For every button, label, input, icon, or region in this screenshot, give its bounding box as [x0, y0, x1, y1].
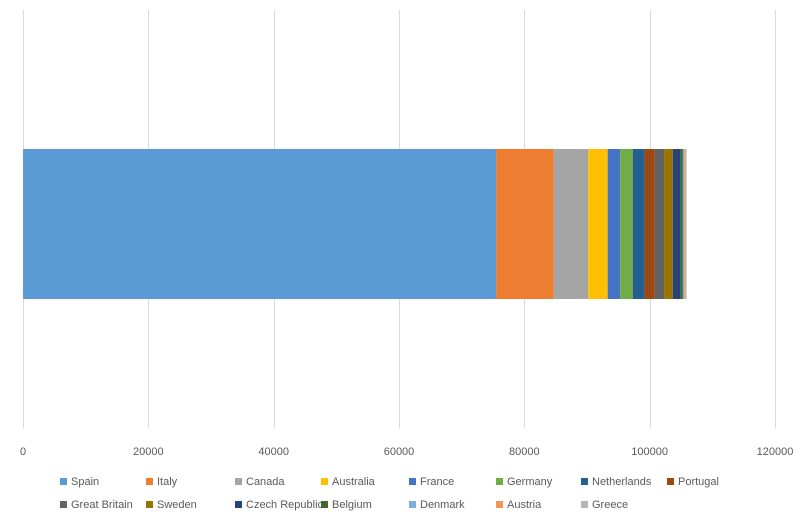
legend-item-czech-republic: Czech Republic — [235, 499, 323, 511]
legend-item-austria: Austria — [496, 499, 541, 511]
bar-segment-canada — [553, 149, 589, 299]
bar-segment-austria — [684, 149, 686, 299]
legend-swatch — [409, 501, 416, 508]
legend-swatch — [235, 501, 242, 508]
bar-segment-netherlands — [632, 149, 645, 299]
legend-label: Netherlands — [592, 475, 652, 488]
bar-segment-australia — [588, 149, 608, 299]
legend-label: Belgium — [332, 498, 372, 511]
legend-item-belgium: Belgium — [321, 499, 372, 511]
bar-segment-sweden — [664, 149, 673, 299]
bar-segment-spain — [23, 149, 497, 299]
x-tick-label: 40000 — [258, 446, 289, 458]
bar-segment-italy — [496, 149, 554, 299]
legend-item-australia: Australia — [321, 476, 375, 488]
legend-row: Great Britain Sweden Czech Republic Belgium… — [60, 493, 800, 516]
legend-swatch — [581, 478, 588, 485]
bar-segment-france — [607, 149, 621, 299]
legend-swatch — [60, 501, 67, 508]
legend-label: Portugal — [678, 475, 719, 488]
legend-item-netherlands: Netherlands — [581, 476, 651, 488]
legend: Spain Italy Canada Australia France Germany Ne… — [60, 470, 800, 516]
bar-segment-greece — [685, 149, 687, 299]
legend-item-greece: Greece — [581, 499, 628, 511]
x-tick-label: 0 — [20, 446, 26, 458]
legend-row: Spain Italy Canada Australia France Germany Ne… — [60, 470, 800, 493]
bar-segment-denmark — [682, 149, 685, 299]
bar-segment-belgium — [680, 149, 683, 299]
bar-segment-portugal — [644, 149, 655, 299]
legend-label: Denmark — [420, 498, 465, 511]
legend-label: Czech Republic — [246, 498, 324, 511]
legend-item-germany: Germany — [496, 476, 552, 488]
x-tick-label: 120000 — [757, 446, 794, 458]
legend-item-spain: Spain — [60, 476, 99, 488]
legend-label: Australia — [332, 475, 375, 488]
legend-label: Spain — [71, 475, 100, 488]
legend-label: Great Britain — [71, 498, 133, 511]
legend-label: Italy — [157, 475, 178, 488]
legend-label: France — [420, 475, 455, 488]
legend-swatch — [667, 478, 674, 485]
x-tick-label: 100000 — [631, 446, 668, 458]
legend-label: Sweden — [157, 498, 197, 511]
legend-swatch — [496, 478, 503, 485]
legend-swatch — [146, 478, 153, 485]
stacked-bar — [23, 149, 687, 299]
x-tick-label: 60000 — [384, 446, 415, 458]
legend-item-france: France — [409, 476, 454, 488]
x-tick-label: 80000 — [509, 446, 540, 458]
bar-segment-germany — [620, 149, 633, 299]
legend-item-canada: Canada — [235, 476, 285, 488]
legend-swatch — [409, 478, 416, 485]
legend-swatch — [60, 478, 67, 485]
legend-item-italy: Italy — [146, 476, 177, 488]
legend-item-sweden: Sweden — [146, 499, 197, 511]
bar-segment-czech-republic — [672, 149, 681, 299]
legend-item-portugal: Portugal — [667, 476, 719, 488]
legend-label: Germany — [507, 475, 553, 488]
legend-item-denmark: Denmark — [409, 499, 465, 511]
legend-swatch — [321, 501, 328, 508]
bar-segment-great-britain — [654, 149, 665, 299]
legend-swatch — [496, 501, 503, 508]
legend-swatch — [235, 478, 242, 485]
legend-swatch — [146, 501, 153, 508]
legend-label: Austria — [507, 498, 542, 511]
legend-label: Canada — [246, 475, 285, 488]
legend-item-great-britain: Great Britain — [60, 499, 133, 511]
x-tick-label: 20000 — [133, 446, 164, 458]
x-axis-ticks: 0 20000 40000 60000 80000 100000 120000 — [20, 446, 793, 458]
legend-swatch — [321, 478, 328, 485]
legend-swatch — [581, 501, 588, 508]
legend-label: Greece — [592, 498, 629, 511]
